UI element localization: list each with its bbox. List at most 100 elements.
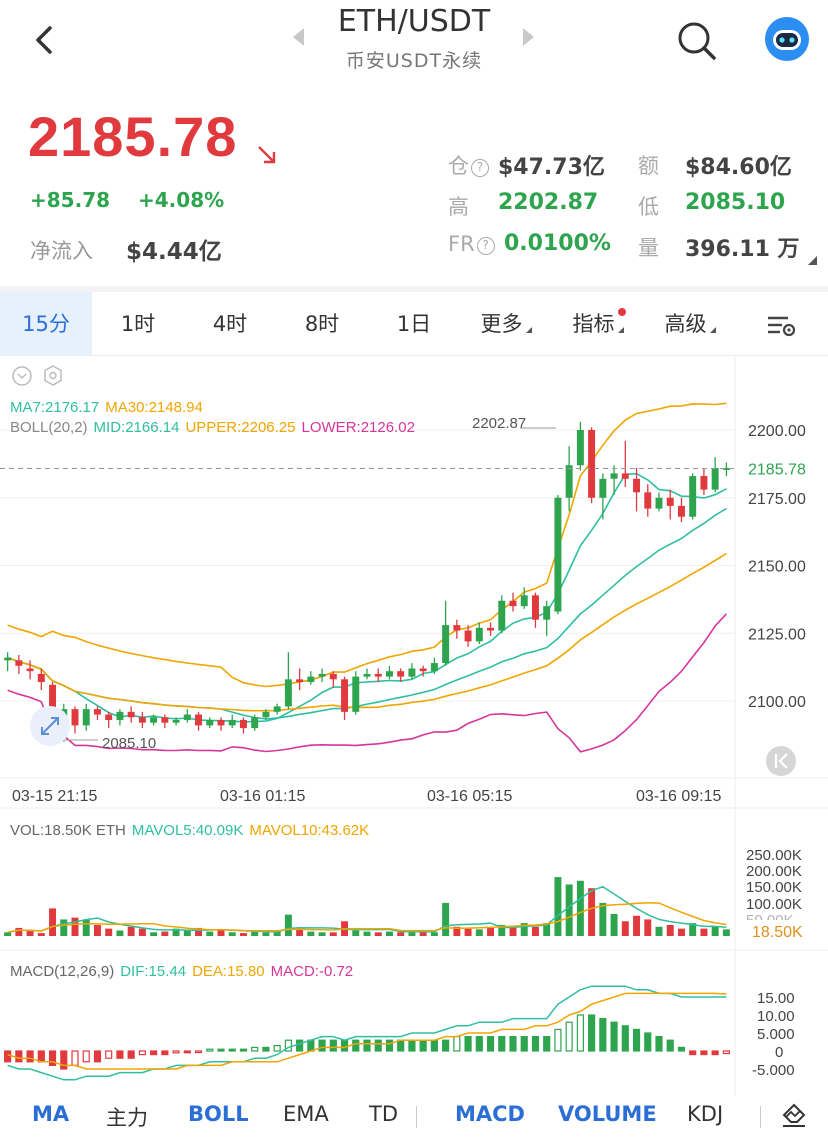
volume-bar	[397, 932, 405, 936]
collapse-indicator-icon[interactable]	[12, 366, 32, 386]
macd-tick-label: -5.000	[752, 1062, 795, 1079]
candle-body	[4, 657, 12, 661]
back-chevron-icon[interactable]	[26, 18, 66, 62]
scroll-to-latest-icon[interactable]	[766, 746, 796, 776]
tab-1d[interactable]: 1日	[396, 312, 432, 336]
vol-tick-label: 200.00K	[746, 863, 802, 880]
candle-body	[397, 671, 405, 677]
chart-settings-icon[interactable]	[766, 314, 796, 338]
candle-body	[666, 497, 674, 506]
candle-body	[352, 676, 360, 712]
indicator-ma[interactable]: MA	[32, 1102, 70, 1126]
volume-bar	[677, 928, 685, 936]
volume-bars	[4, 877, 730, 936]
mavol5-line	[7, 885, 727, 934]
volume-bar	[105, 928, 113, 936]
drawing-tool-icon[interactable]	[780, 1102, 808, 1130]
legend-ma: MA7:2176.17 MA30:2148.94	[10, 399, 203, 416]
volume-bar	[262, 932, 270, 936]
indicator-td[interactable]: TD	[369, 1102, 398, 1126]
amount-label: 额	[638, 154, 659, 178]
kline-chart[interactable]: MA7:2176.17 MA30:2148.94 BOLL(20,2) MID:21…	[0, 356, 828, 1096]
vol-last-tag-bg	[737, 920, 825, 942]
tab-1h[interactable]: 1时	[120, 312, 156, 336]
low-label: 低	[638, 195, 659, 219]
candle-body	[711, 467, 719, 490]
indicator-ema[interactable]: EMA	[283, 1102, 329, 1126]
indicator-kdj[interactable]: KDJ	[687, 1102, 724, 1126]
volume-bar	[206, 931, 214, 936]
robot-avatar-icon[interactable]	[764, 16, 810, 62]
indicator-macd[interactable]: MACD	[455, 1102, 525, 1126]
macd-bar	[689, 1050, 697, 1056]
candle-body	[37, 673, 45, 683]
price-tick-label: 2100.00	[748, 694, 806, 711]
ma7-line	[7, 472, 727, 723]
pair-title[interactable]: ETH/USDT	[337, 4, 491, 39]
grid	[0, 429, 735, 702]
indicator-gear-icon[interactable]	[44, 365, 62, 386]
high-label: 高	[448, 195, 469, 219]
search-icon[interactable]	[676, 20, 718, 62]
macd-bar	[408, 1039, 416, 1052]
price-change: +85.78	[30, 188, 111, 212]
tab-15m[interactable]: 15分	[0, 292, 92, 356]
macd-bar	[206, 1048, 214, 1052]
candle-body	[273, 706, 281, 712]
candle-body	[408, 668, 416, 677]
volume-bar	[599, 902, 607, 936]
volume-bar	[71, 917, 79, 936]
vol-tick-label: 100.00K	[746, 896, 802, 913]
header: ETH/USDT 币安USDT永续	[0, 0, 828, 90]
help-icon[interactable]: ?	[476, 237, 495, 255]
macd-bar	[711, 1050, 719, 1056]
candle-body	[700, 476, 708, 490]
volume-bar	[82, 919, 90, 936]
volume-bar	[531, 926, 539, 936]
macd-bar	[464, 1035, 472, 1052]
candle-body	[576, 430, 584, 466]
tab-advanced[interactable]: 高级	[644, 292, 736, 356]
inflow-value: $4.44亿	[126, 239, 222, 265]
tab-4h[interactable]: 4时	[212, 312, 248, 336]
oi-label[interactable]: 仓?	[448, 150, 489, 180]
expand-corner-icon[interactable]	[808, 256, 817, 265]
macd-bar	[228, 1048, 236, 1052]
volume-bar	[644, 919, 652, 936]
candle-body	[475, 627, 483, 642]
next-pair-arrow-icon[interactable]	[523, 28, 534, 46]
caret-icon	[617, 327, 624, 333]
volume-bar	[621, 921, 629, 936]
tab-8h[interactable]: 8时	[304, 312, 340, 336]
indicator-volume[interactable]: VOLUME	[558, 1102, 657, 1126]
candle-body	[655, 497, 663, 509]
macd-bar	[262, 1046, 270, 1052]
macd-bar	[666, 1039, 674, 1052]
volume-bar	[239, 933, 247, 936]
volume-bar	[296, 929, 304, 936]
tab-indicators[interactable]: 指标	[552, 292, 644, 356]
volume-bar	[93, 924, 101, 936]
funding-rate-label[interactable]: FR?	[448, 232, 495, 256]
macd-bar	[161, 1050, 169, 1056]
prev-pair-arrow-icon[interactable]	[293, 28, 304, 46]
tab-more[interactable]: 更多	[460, 292, 552, 356]
macd-bar	[239, 1048, 248, 1052]
volume-bar	[150, 932, 158, 936]
vol-tick-label: 150.00K	[746, 879, 802, 896]
candle-body	[82, 709, 90, 726]
volume-bar	[700, 928, 708, 936]
indicator-boll[interactable]: BOLL	[188, 1102, 249, 1126]
help-icon[interactable]: ?	[471, 159, 489, 177]
macd-bar	[520, 1035, 528, 1052]
macd-bar	[105, 1050, 113, 1059]
macd-bar	[531, 1035, 540, 1052]
candle-body	[599, 478, 607, 498]
expand-arrows-icon[interactable]	[30, 706, 70, 746]
candle-body	[453, 625, 461, 631]
indicator-main-force[interactable]: 主力	[106, 1106, 148, 1130]
candle-body	[116, 711, 124, 720]
vol-last-tag: 18.50K	[752, 924, 803, 941]
candle-body	[105, 714, 113, 720]
candle-body	[419, 668, 427, 672]
